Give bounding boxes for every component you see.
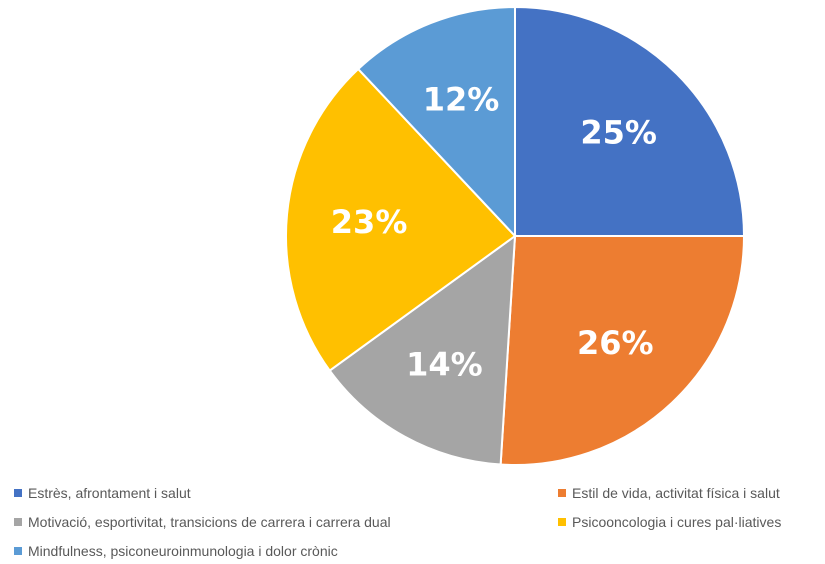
slice-value-label-psicooncologia-i-cures: 23% bbox=[331, 203, 408, 241]
pie-slice-estil-de-vida bbox=[499, 235, 746, 466]
pie-slice-motivacio-esportivitat-transicions bbox=[328, 233, 517, 466]
slice-value-label-estil-de-vida: 26% bbox=[577, 324, 654, 362]
pie-value-labels: 25% 26% 14% 23% 12% bbox=[331, 81, 657, 384]
slice-value-label-estres-afrontament-i: 25% bbox=[580, 113, 657, 151]
slice-value-label-mindfulness-psiconeuroinmunologia-i: 12% bbox=[423, 81, 500, 119]
pie-slice-psicooncologia-i-cures bbox=[285, 67, 517, 373]
slice-value-label-motivacio-esportivitat-transicions: 14% bbox=[406, 345, 483, 383]
pie-slices bbox=[285, 5, 746, 466]
pie-slice-estres-afrontament-i bbox=[514, 5, 746, 237]
pie-slice-mindfulness-psiconeuroinmunologia-i bbox=[356, 5, 516, 239]
